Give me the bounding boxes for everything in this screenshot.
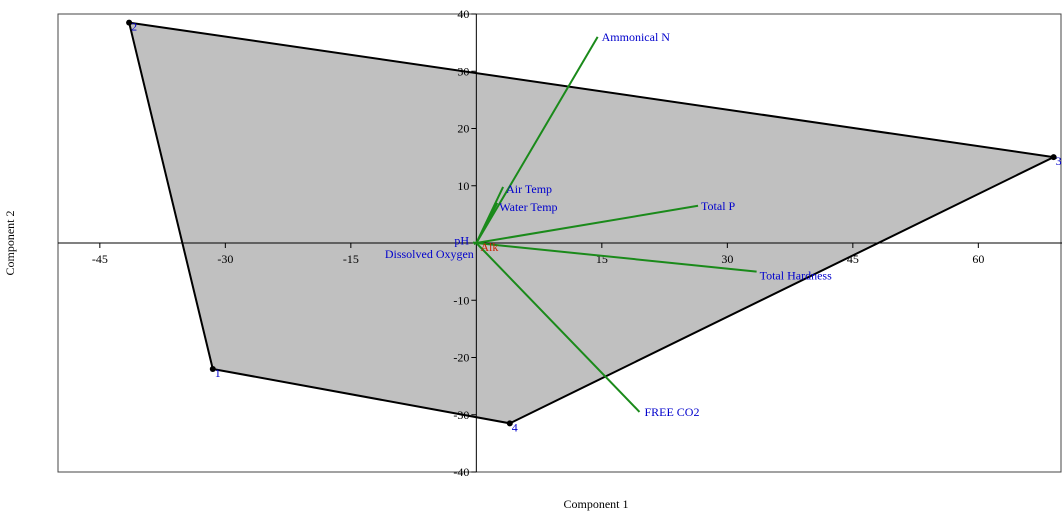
x-tick-label: 45 bbox=[847, 252, 859, 266]
loading-vector bbox=[475, 242, 641, 413]
vector-label: Dissolved Oxygen bbox=[385, 247, 474, 261]
data-point-label: 1 bbox=[215, 366, 221, 380]
data-point-label: 4 bbox=[512, 420, 518, 434]
x-tick-label: 15 bbox=[596, 252, 608, 266]
data-point-label: 3 bbox=[1056, 154, 1062, 168]
axis-layer: -45 -30 -15 15 30 45 60 -40 -30 -20 -10 10 20 30 40 bbox=[58, 7, 1062, 479]
x-tick-label: 60 bbox=[972, 252, 984, 266]
origin-vector-label: Alk bbox=[480, 240, 498, 254]
vector-label: Total Hardness bbox=[760, 269, 832, 283]
vector-label: FREE CO2 bbox=[644, 405, 699, 419]
data-point-label: 2 bbox=[131, 20, 137, 34]
y-tick-label: 40 bbox=[457, 7, 469, 21]
loading-vector bbox=[476, 242, 757, 273]
y-tick-label: -20 bbox=[453, 351, 469, 365]
x-tick-label: -30 bbox=[217, 252, 233, 266]
y-tick-label: -40 bbox=[453, 465, 469, 479]
loading-vector bbox=[475, 202, 499, 244]
x-axis-title: Component 1 bbox=[564, 497, 629, 511]
y-tick-label: -30 bbox=[453, 408, 469, 422]
y-tick-label: 20 bbox=[457, 122, 469, 136]
vector-label: Ammonical N bbox=[602, 30, 671, 44]
loading-vector bbox=[476, 204, 699, 244]
data-point bbox=[506, 420, 513, 427]
data-point bbox=[209, 365, 216, 372]
vector-label: pH bbox=[454, 233, 469, 247]
vector-layer: Ammonical N Air Temp Water Temp Total P Tota… bbox=[385, 30, 832, 419]
data-point bbox=[1050, 154, 1057, 161]
vector-label: Water Temp bbox=[499, 200, 557, 214]
point-layer: 1 2 3 4 bbox=[126, 19, 1062, 434]
y-tick-label: 10 bbox=[457, 179, 469, 193]
y-tick-label: -10 bbox=[453, 293, 469, 307]
y-tick-label: 30 bbox=[457, 64, 469, 78]
vector-label: Air Temp bbox=[506, 182, 552, 196]
x-tick-label: -15 bbox=[343, 252, 359, 266]
x-tick-label: -45 bbox=[92, 252, 108, 266]
vector-label: Total P bbox=[701, 199, 735, 213]
loading-vector bbox=[475, 36, 599, 244]
x-tick-label: 30 bbox=[721, 252, 733, 266]
y-axis-title: Component 2 bbox=[3, 211, 17, 276]
loading-vector bbox=[473, 242, 477, 246]
data-point bbox=[126, 19, 133, 26]
